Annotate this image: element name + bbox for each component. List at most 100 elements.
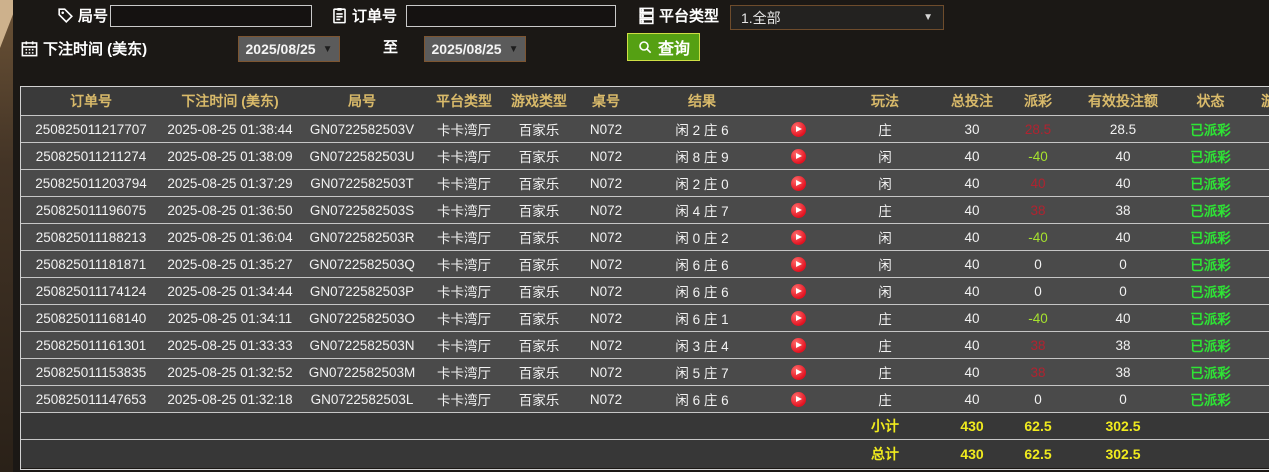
play-icon[interactable] (790, 391, 806, 407)
platform-type-select[interactable]: 1.全部 ▼ (730, 5, 944, 30)
cell-bet-on: 庄 (878, 123, 892, 138)
cell-result: 闲 2 庄 6 (675, 123, 729, 138)
calendar-icon (20, 39, 39, 58)
date-from-select[interactable]: 2025/08/25 ▼ (238, 36, 340, 62)
cell-total-bet: 40 (964, 391, 980, 407)
cell-table-no: N072 (589, 229, 623, 245)
order-number-input[interactable] (406, 5, 616, 27)
cell-bet-on: 庄 (878, 339, 892, 354)
cell-bet-time: 2025-08-25 01:34:11 (167, 310, 293, 326)
cell-status: 已派彩 (1190, 177, 1231, 192)
cell-status: 已派彩 (1190, 339, 1231, 354)
cell-valid-bet: 38 (1115, 202, 1131, 218)
column-header-result: 结果 (688, 93, 716, 109)
cell-platform: 卡卡湾厅 (437, 339, 491, 354)
cell-valid-bet: 40 (1115, 229, 1131, 245)
cell-payout: 0 (1034, 256, 1042, 272)
table-row: 250825011153835 2025-08-25 01:32:52 GN07… (21, 358, 1269, 386)
cell-replay (767, 359, 829, 386)
play-icon[interactable] (790, 337, 806, 353)
cell-valid-bet: 38 (1115, 364, 1131, 380)
cell-replay (767, 386, 829, 413)
cell-bet-time: 2025-08-25 01:33:33 (167, 337, 293, 353)
cell-replay (767, 224, 829, 251)
cell-bet-time: 2025-08-25 01:38:44 (167, 121, 293, 137)
total-label: 总计 (871, 445, 899, 462)
round-number-input[interactable] (110, 5, 312, 27)
cell-valid-bet: 40 (1115, 148, 1131, 164)
tag-icon (56, 6, 75, 25)
cell-bet-time: 2025-08-25 01:35:27 (167, 256, 293, 272)
cell-table-no: N072 (589, 364, 623, 380)
cell-round: GN0722582503N (309, 337, 415, 353)
play-icon[interactable] (790, 202, 806, 218)
cell-bet-on: 闲 (878, 258, 892, 273)
cell-valid-bet: 0 (1119, 283, 1127, 299)
cell-bet-on: 庄 (878, 393, 892, 408)
cell-bet-on: 闲 (878, 285, 892, 300)
table-body: 250825011217707 2025-08-25 01:38:44 GN07… (21, 115, 1269, 413)
cell-result: 闲 6 庄 1 (675, 312, 729, 327)
cell-payout: 0 (1034, 283, 1042, 299)
cell-game-cutoff (1248, 143, 1269, 170)
cell-order: 250825011203794 (35, 175, 147, 191)
cell-table-no: N072 (589, 256, 623, 272)
cell-bet-on: 庄 (878, 312, 892, 327)
cell-result: 闲 6 庄 6 (675, 258, 729, 273)
search-icon (637, 39, 653, 55)
subtotal-spacer (21, 413, 829, 440)
total-row: 总计 430 62.5 302.5 (21, 439, 1269, 468)
cell-status: 已派彩 (1190, 366, 1231, 381)
column-header-round: 局号 (348, 93, 376, 109)
play-icon[interactable] (790, 175, 806, 191)
panel-expand-handle[interactable] (0, 0, 13, 48)
cell-table-no: N072 (589, 202, 623, 218)
play-icon[interactable] (790, 121, 806, 137)
play-icon[interactable] (790, 364, 806, 380)
cell-valid-bet: 0 (1119, 391, 1127, 407)
play-icon[interactable] (790, 256, 806, 272)
cell-game-cutoff (1248, 251, 1269, 278)
clipboard-icon (330, 6, 349, 25)
cell-result: 闲 2 庄 0 (675, 177, 729, 192)
table-row: 250825011203794 2025-08-25 01:37:29 GN07… (21, 169, 1269, 197)
cell-game-cutoff (1248, 359, 1269, 386)
column-header-table-no: 桌号 (592, 93, 620, 109)
cell-game-type: 百家乐 (518, 285, 560, 300)
cell-bet-on: 庄 (878, 204, 892, 219)
cell-game-cutoff (1248, 332, 1269, 359)
subtotal-label: 小计 (871, 418, 899, 434)
table-row: 250825011188213 2025-08-25 01:36:04 GN07… (21, 223, 1269, 251)
search-button[interactable]: 查询 (627, 33, 701, 61)
cell-bet-time: 2025-08-25 01:38:09 (167, 148, 293, 164)
cell-order: 250825011153835 (35, 364, 147, 380)
cell-platform: 卡卡湾厅 (437, 312, 491, 327)
play-icon[interactable] (790, 310, 806, 326)
cell-game-type: 百家乐 (518, 231, 560, 246)
cell-table-no: N072 (589, 121, 623, 137)
cell-valid-bet: 38 (1115, 337, 1131, 353)
table-header-row: 订单号 下注时间 (美东) 局号 平台类型 游戏类型 桌号 结果 玩法 总投注 … (21, 87, 1269, 116)
cell-payout: 38 (1030, 337, 1046, 353)
date-to-select[interactable]: 2025/08/25 ▼ (424, 36, 526, 62)
cell-total-bet: 40 (964, 175, 980, 191)
cell-valid-bet: 40 (1115, 175, 1131, 191)
cell-result: 闲 6 庄 6 (675, 285, 729, 300)
platform-type-value: 1.全部 (741, 9, 781, 26)
table-row: 250825011181871 2025-08-25 01:35:27 GN07… (21, 250, 1269, 278)
cell-game-cutoff (1248, 278, 1269, 305)
cell-order: 250825011188213 (35, 229, 147, 245)
cell-game-type: 百家乐 (518, 366, 560, 381)
play-icon[interactable] (790, 148, 806, 164)
column-header-status: 状态 (1196, 93, 1225, 109)
cell-bet-time: 2025-08-25 01:34:44 (167, 283, 293, 299)
cell-total-bet: 40 (964, 337, 980, 353)
cell-table-no: N072 (589, 175, 623, 191)
subtotal-valid-bet: 302.5 (1105, 418, 1141, 434)
bet-records-table: 订单号 下注时间 (美东) 局号 平台类型 游戏类型 桌号 结果 玩法 总投注 … (20, 86, 1269, 470)
play-icon[interactable] (790, 229, 806, 245)
play-icon[interactable] (790, 283, 806, 299)
to-label: 至 (383, 39, 399, 56)
cell-result: 闲 3 庄 4 (675, 339, 729, 354)
